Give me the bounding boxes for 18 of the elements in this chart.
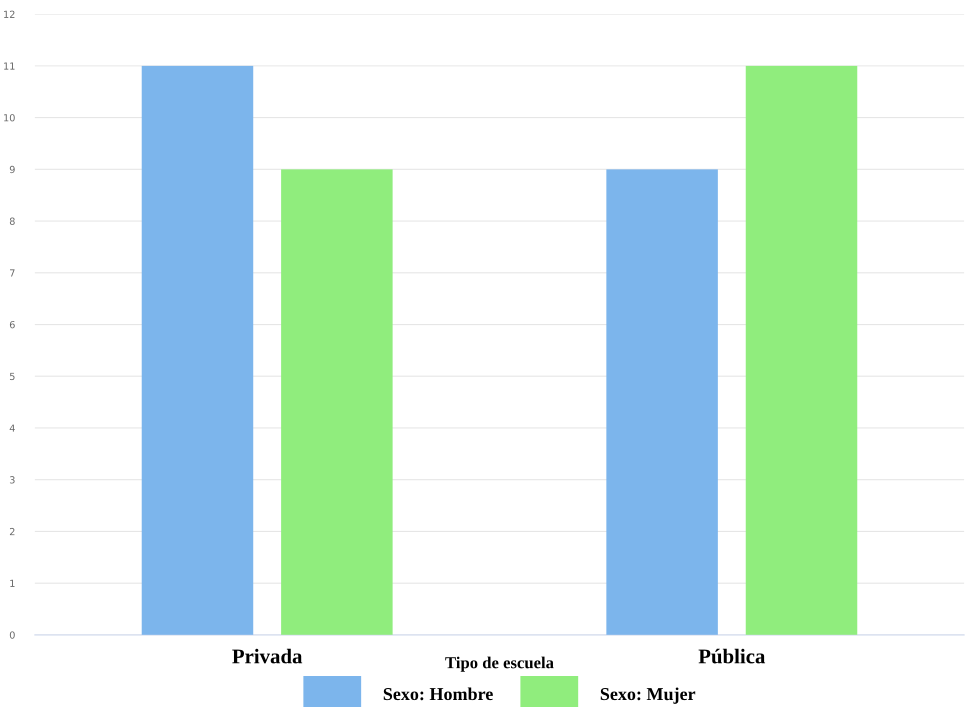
y-tick-label: 12: [4, 10, 14, 18]
y-tick-label: 5: [10, 372, 15, 380]
y-tick-label: 6: [10, 320, 15, 328]
y-tick-label: 3: [10, 476, 15, 484]
legend-label: Sexo: Hombre: [384, 687, 493, 700]
y-tick-label: 11: [4, 62, 15, 70]
y-tick-label: 8: [10, 218, 15, 225]
x-tick-label: Pública: [698, 648, 766, 664]
y-tick-label: 4: [10, 424, 15, 432]
x-tick-label: Privada: [232, 648, 302, 664]
y-tick-label: 0: [10, 631, 15, 639]
legend-label: Sexo: Mujer: [600, 687, 696, 704]
y-tick-label: 10: [4, 114, 15, 122]
y-tick-label: 1: [10, 580, 15, 587]
x-axis-title: Tipo de escuela: [445, 656, 554, 672]
y-tick-label: 9: [10, 166, 15, 174]
y-tick-label: 2: [10, 528, 14, 536]
y-tick-label: 7: [10, 269, 15, 276]
